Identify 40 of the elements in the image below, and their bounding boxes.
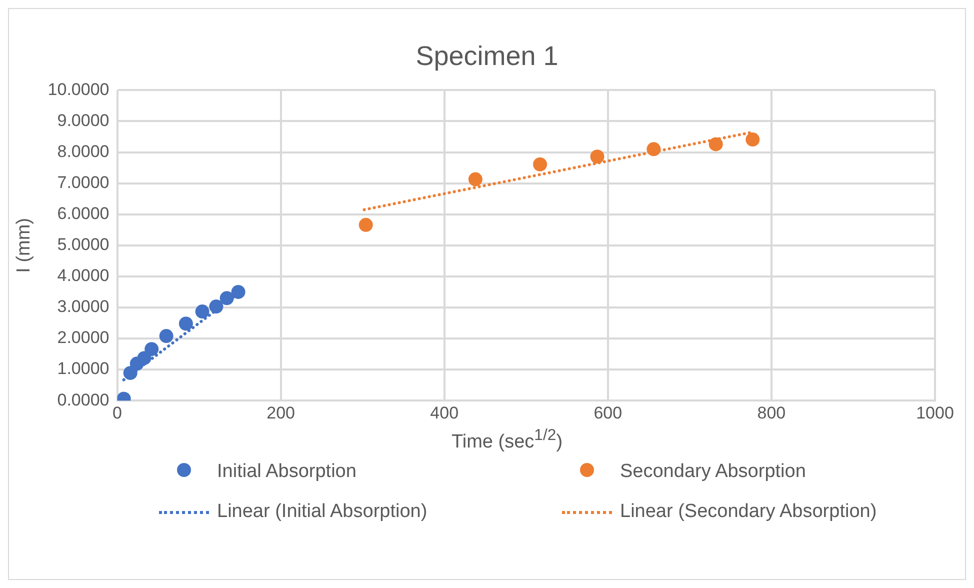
y-tick-label: 5.0000 [57, 235, 110, 254]
legend-label: Initial Absorption [217, 461, 356, 482]
y-tick-label: 3.0000 [57, 297, 110, 316]
point [144, 342, 159, 356]
point [746, 132, 760, 147]
x-tick-label: 0 [112, 403, 122, 422]
x-tick-label: 400 [430, 403, 459, 422]
legend-label: Linear (Initial Absorption) [217, 501, 428, 522]
x-axis-title: Time (sec$^{1/2}$) [450, 427, 564, 454]
point [209, 300, 224, 314]
point [646, 142, 661, 156]
y-tick-label: 4.0000 [57, 266, 110, 286]
y-axis-title: I (mm) [14, 218, 35, 273]
x-tick-label: 200 [266, 403, 295, 422]
x-tick-label: 800 [757, 403, 786, 422]
legend-label: Linear (Secondary Absorption) [620, 501, 877, 522]
point [358, 218, 373, 232]
point [220, 291, 234, 306]
y-tick-label: 1.0000 [57, 359, 110, 378]
point [231, 284, 246, 299]
point [137, 351, 152, 366]
point [708, 137, 723, 152]
y-tick-label: 10.0000 [48, 80, 110, 99]
point [123, 366, 138, 380]
point [195, 304, 210, 319]
y-tick-label: 8.0000 [57, 142, 110, 161]
point [533, 157, 548, 172]
y-tick-label: 6.0000 [57, 204, 110, 224]
y-tick-label: 0.0000 [57, 390, 110, 410]
y-tick-label: 9.0000 [57, 110, 110, 130]
chart-title: Specimen 1 [414, 40, 560, 72]
point [468, 172, 482, 186]
point [178, 316, 193, 331]
y-tick-label: 2.0000 [57, 328, 110, 348]
point [590, 150, 604, 164]
x-tick-label: 1000 [916, 403, 954, 422]
x-tick-label: 600 [594, 403, 622, 422]
legend-label: Secondary Absorption [620, 461, 806, 482]
point [159, 329, 174, 344]
y-tick-label: 7.0000 [57, 173, 110, 192]
